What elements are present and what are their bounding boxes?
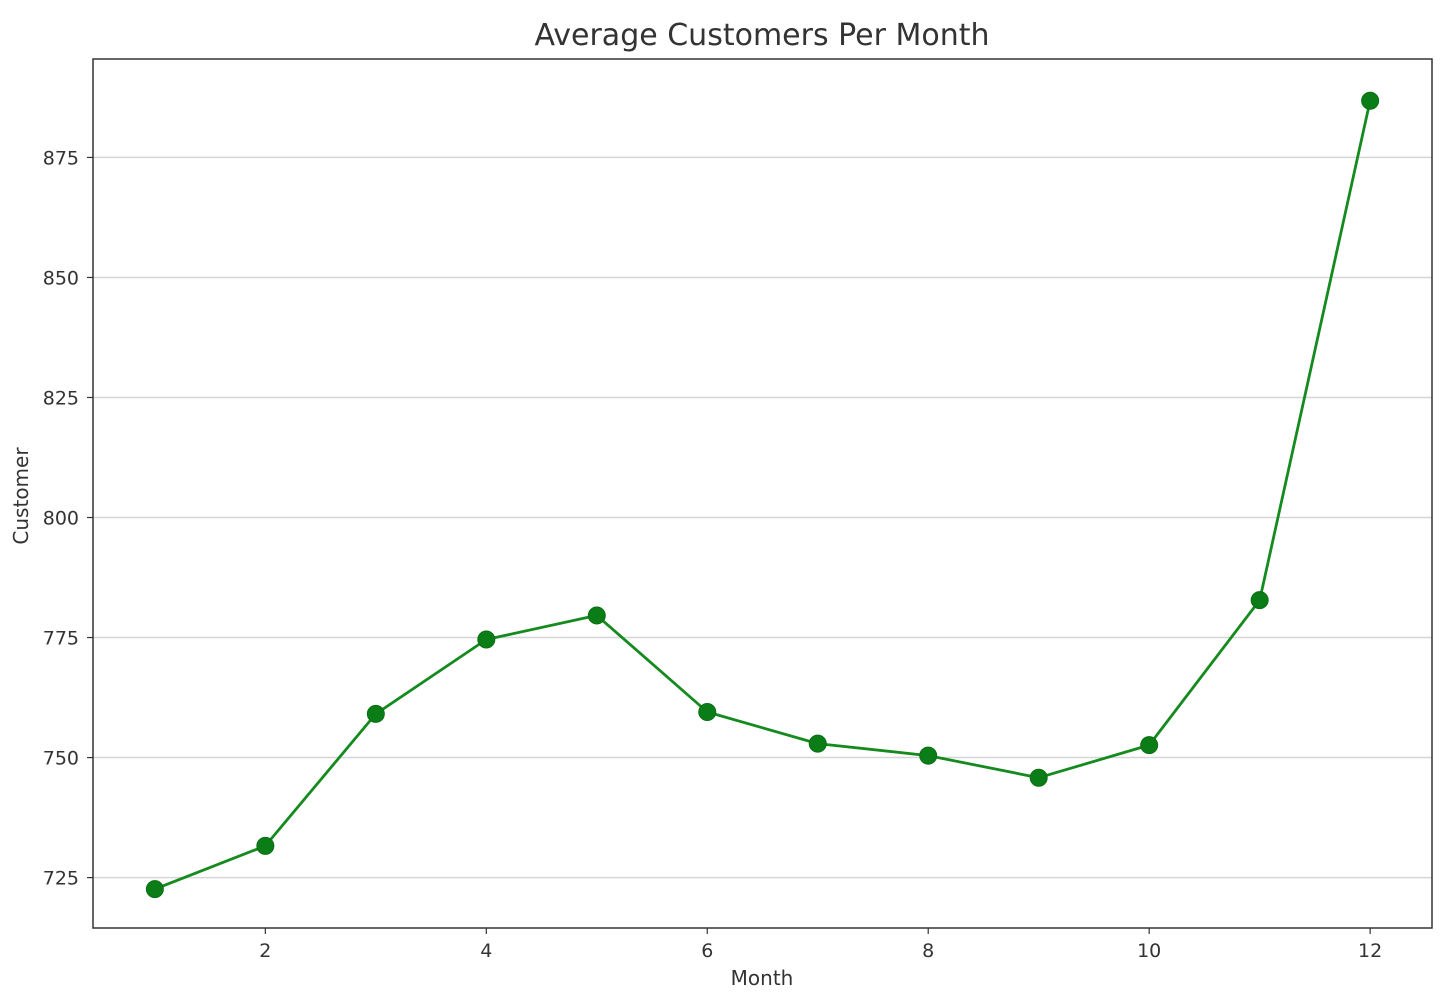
plot-frame (92, 58, 1433, 929)
data-series (145, 91, 1380, 899)
data-point (919, 746, 938, 765)
x-tick-label: 10 (1137, 940, 1161, 962)
data-point (477, 630, 496, 649)
y-tick-label: 875 (43, 147, 79, 169)
x-tick-label: 8 (922, 940, 934, 962)
data-point (256, 836, 275, 855)
data-point (366, 704, 385, 723)
chart-title: Average Customers Per Month (535, 18, 990, 53)
y-tick-label: 775 (43, 628, 79, 650)
x-tick-label: 2 (259, 940, 271, 962)
y-tick-label: 725 (43, 868, 79, 890)
y-tick-label: 750 (43, 748, 79, 770)
y-tick-label: 825 (43, 387, 79, 409)
x-tick-label: 12 (1358, 940, 1382, 962)
data-point (1029, 768, 1048, 787)
x-axis-label: Month (731, 966, 794, 990)
x-tick-label: 6 (701, 940, 713, 962)
y-tick-label: 850 (43, 267, 79, 289)
series-line (154, 100, 1372, 891)
data-point (1361, 91, 1380, 110)
data-point (1140, 736, 1159, 755)
x-tick-label: 4 (480, 940, 492, 962)
y-axis-label: Customer (9, 447, 33, 545)
y-tick-label: 800 (43, 508, 79, 530)
data-point (587, 606, 606, 625)
data-point (145, 880, 164, 899)
data-point (1250, 591, 1269, 610)
grid-lines (93, 156, 1432, 879)
data-point (698, 702, 717, 721)
x-axis-ticks: 2 4 6 8 10 12 (259, 928, 1382, 962)
y-axis-ticks: 725 750 775 800 825 850 875 (43, 147, 93, 890)
data-point (808, 734, 827, 753)
